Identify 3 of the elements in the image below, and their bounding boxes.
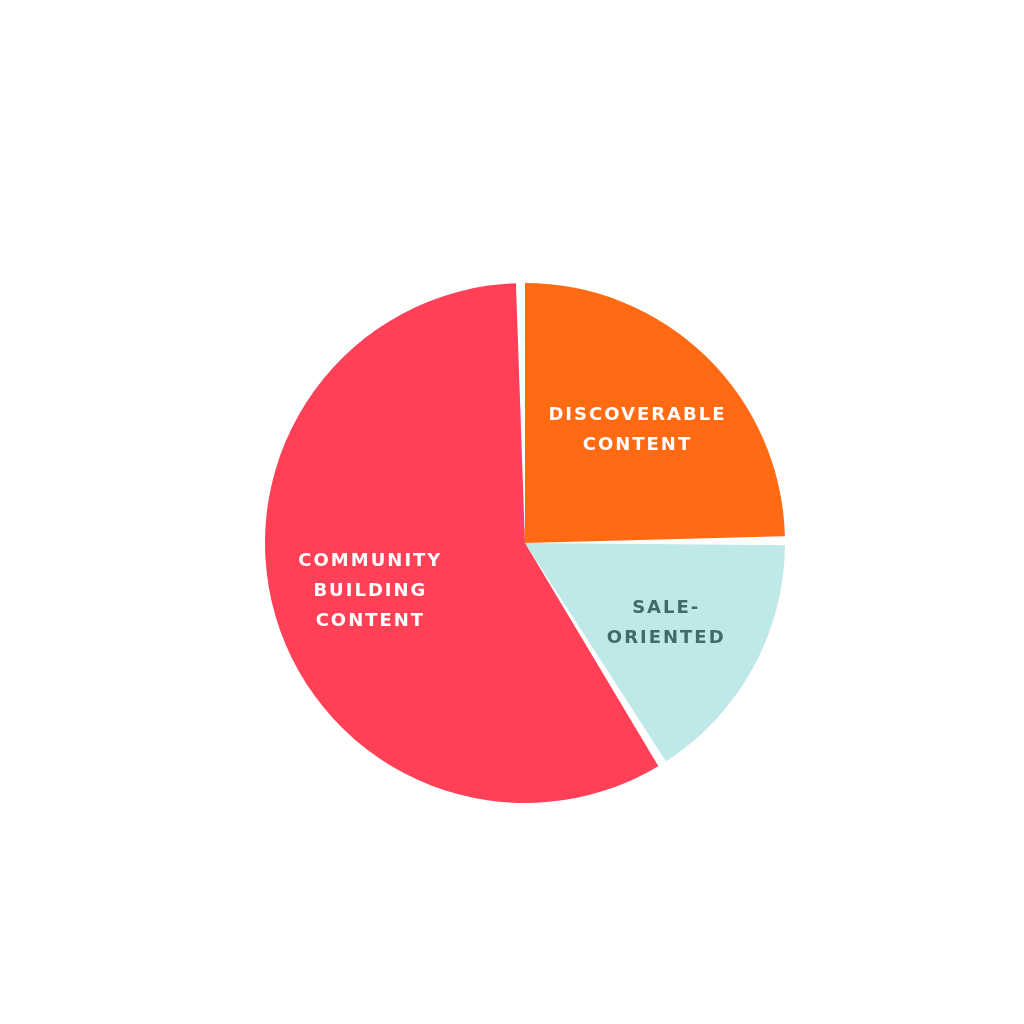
slice-label: COMMUNITY BUILDING CONTENT <box>298 548 443 630</box>
slice-label: DISCOVERABLE CONTENT <box>548 402 727 454</box>
slice-label: SALE-ORIENTED <box>606 595 726 647</box>
